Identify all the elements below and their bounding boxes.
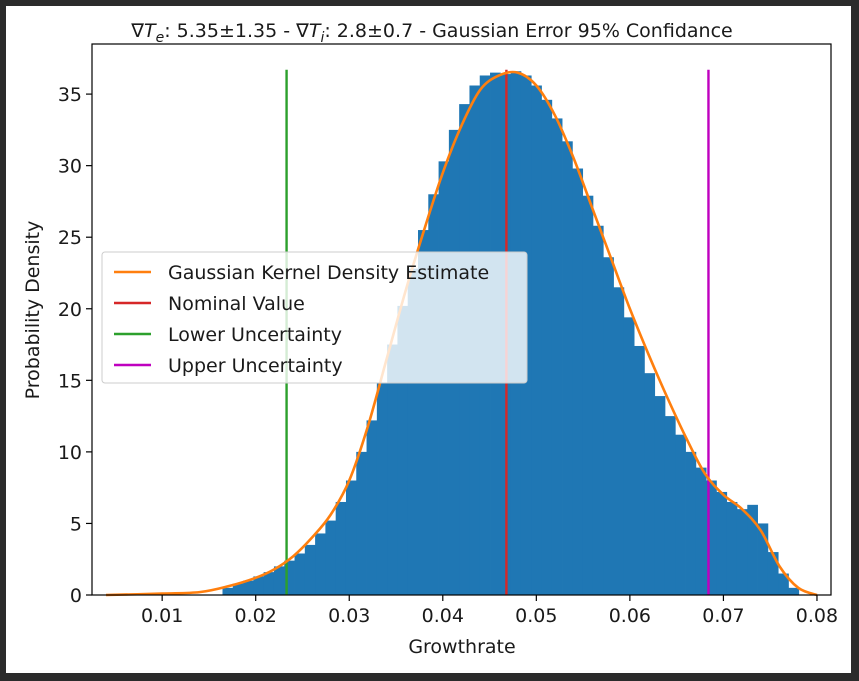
chart-svg: ∇Te: 5.35±1.35 - ∇Ti: 2.8±0.7 - Gaussian… (22, 20, 838, 658)
histogram-bar (664, 416, 676, 595)
histogram-bar (613, 287, 625, 595)
figure-canvas: ∇Te: 5.35±1.35 - ∇Ti: 2.8±0.7 - Gaussian… (6, 6, 851, 673)
y-tick-label: 0 (70, 585, 82, 607)
legend-box (101, 251, 528, 384)
histogram-bar (243, 580, 254, 595)
legend-label: Gaussian Kernel Density Estimate (168, 262, 489, 284)
histogram-bar (222, 587, 234, 595)
x-tick-label: 0.06 (609, 605, 651, 627)
histogram-bar (757, 523, 769, 595)
x-tick-label: 0.07 (702, 605, 744, 627)
y-axis-ticks: 0 5 10 15 20 25 30 35 (58, 84, 92, 607)
histogram-bar (356, 451, 367, 595)
x-tick-label: 0.04 (422, 605, 464, 627)
y-tick-label: 5 (70, 513, 82, 535)
x-axis-ticks: 0.01 0.02 0.03 0.04 0.05 0.06 0.07 0.08 (141, 595, 838, 627)
histogram-bar (531, 85, 542, 595)
histogram-bar (726, 501, 738, 595)
title-nabla-1: ∇ (130, 20, 144, 42)
histogram-bar (304, 544, 316, 595)
histogram-bar (706, 480, 717, 595)
histogram-bar (634, 345, 645, 595)
histogram-bar (644, 373, 656, 595)
histogram-bar (675, 434, 686, 595)
plot-frame (91, 43, 832, 596)
histogram-bar (325, 520, 337, 595)
legend-label: Upper Uncertainty (168, 355, 343, 377)
y-tick-label: 20 (58, 299, 82, 321)
histogram-bar (407, 268, 419, 595)
x-tick-label: 0.03 (328, 605, 370, 627)
legend-label: Nominal Value (168, 293, 305, 315)
x-axis-label: Growthrate (408, 636, 515, 658)
histogram-bar (335, 501, 347, 595)
y-tick-label: 15 (58, 370, 82, 392)
x-tick-label: 0.02 (235, 605, 277, 627)
title-ti-values: : 2.8±0.7 - Gaussian Error 95% Confidanc… (324, 20, 732, 42)
kde-curve-group (105, 70, 818, 597)
histogram-bar (345, 480, 357, 595)
title-nabla-2: ∇ (295, 20, 309, 42)
histogram-bar (685, 451, 697, 595)
histogram-bar (562, 141, 573, 596)
histogram-bar (294, 553, 306, 595)
title-te-subscript: e (156, 30, 165, 46)
title-te-values: : 5.35±1.35 - (164, 20, 296, 42)
y-axis-label: Probability Density (22, 221, 44, 400)
y-tick-label: 10 (58, 442, 82, 464)
x-tick-label: 0.01 (141, 605, 183, 627)
legend-label: Lower Uncertainty (168, 324, 342, 346)
chart-title: ∇Te: 5.35±1.35 - ∇Ti: 2.8±0.7 - Gaussian… (130, 20, 732, 46)
histogram-bar (232, 583, 244, 595)
kde-curve-line (105, 70, 818, 597)
title-ti-subscript: i (320, 30, 324, 46)
histogram-bar (767, 552, 779, 595)
histogram-bar (284, 560, 295, 595)
legend-items: Gaussian Kernel Density Estimate Nominal … (114, 262, 489, 377)
histogram-bar (387, 344, 398, 595)
y-tick-label: 35 (58, 84, 82, 106)
histogram-bar (582, 195, 594, 595)
histogram-bar (263, 572, 275, 595)
histogram-bar (778, 573, 789, 595)
x-tick-label: 0.08 (796, 605, 838, 627)
histogram-bar (428, 194, 439, 596)
histogram-bar (603, 257, 614, 595)
histogram-bar (551, 118, 563, 595)
y-tick-label: 30 (58, 156, 82, 178)
histogram-bar (695, 467, 707, 595)
histogram-bar (788, 587, 800, 595)
x-tick-label: 0.05 (515, 605, 557, 627)
histogram-bar (716, 491, 728, 595)
histogram-bar (376, 383, 388, 595)
histogram-bar (418, 230, 429, 595)
histogram-bar (253, 576, 265, 595)
histogram-bar (747, 504, 758, 595)
histogram-bar (654, 396, 666, 595)
histogram-bar (541, 99, 553, 595)
y-tick-label: 25 (58, 227, 82, 249)
histogram-bar (315, 533, 326, 595)
histogram-bar (592, 225, 604, 596)
title-te-symbol: T (144, 20, 157, 42)
histogram-bar (366, 420, 378, 595)
legend: Gaussian Kernel Density Estimate Nominal … (101, 251, 528, 384)
histogram-bar (623, 317, 635, 595)
histogram-bar (572, 168, 584, 595)
title-ti-symbol: T (309, 20, 322, 42)
histogram-bar (736, 509, 748, 595)
histogram-bar (397, 305, 409, 595)
histogram-bar (273, 566, 285, 595)
